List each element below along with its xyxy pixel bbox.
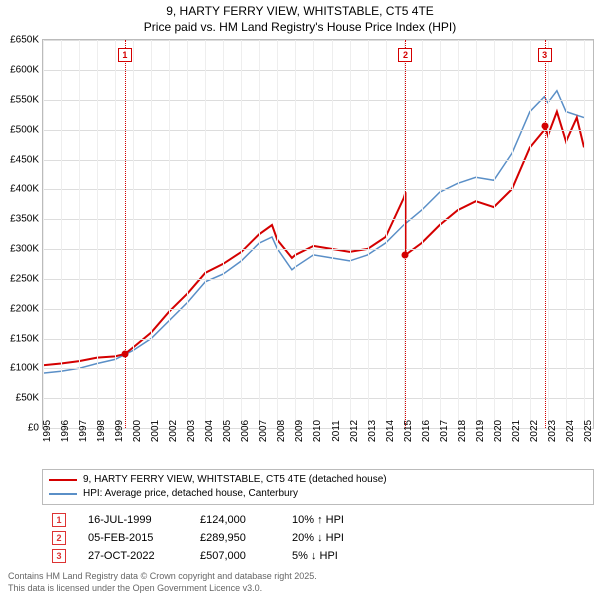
x-axis-ticks: 1995199619971998199920002001200220032004… xyxy=(42,429,594,465)
x-tick-label: 2020 xyxy=(493,420,504,442)
footnote-line-2: This data is licensed under the Open Gov… xyxy=(8,583,594,595)
chart-legend: 9, HARTY FERRY VIEW, WHITSTABLE, CT5 4TE… xyxy=(42,469,594,505)
event-price-2: £289,950 xyxy=(200,532,270,544)
x-tick-label: 2004 xyxy=(204,420,215,442)
event-hpi-2: 20% ↓ HPI xyxy=(292,532,382,544)
chart-title-block: 9, HARTY FERRY VIEW, WHITSTABLE, CT5 4TE… xyxy=(0,0,600,35)
y-tick-label: £100K xyxy=(3,363,39,374)
y-tick-label: £200K xyxy=(3,303,39,314)
event-price-1: £124,000 xyxy=(200,514,270,526)
x-tick-label: 2022 xyxy=(529,420,540,442)
y-tick-label: £0 xyxy=(3,423,39,434)
event-marker-box: 2 xyxy=(398,48,412,62)
x-tick-label: 2024 xyxy=(565,420,576,442)
x-tick-label: 1996 xyxy=(60,420,71,442)
x-tick-label: 2016 xyxy=(421,420,432,442)
x-tick-label: 2013 xyxy=(367,420,378,442)
event-marker-2: 2 xyxy=(52,531,66,545)
events-table: 1 16-JUL-1999 £124,000 10% ↑ HPI 2 05-FE… xyxy=(42,511,594,565)
x-tick-label: 2025 xyxy=(583,420,594,442)
title-line-2: Price paid vs. HM Land Registry's House … xyxy=(0,20,600,36)
event-marker-box: 3 xyxy=(538,48,552,62)
event-dot xyxy=(541,122,548,129)
x-tick-label: 2007 xyxy=(258,420,269,442)
event-date-3: 27-OCT-2022 xyxy=(88,550,178,562)
x-tick-label: 2006 xyxy=(240,420,251,442)
y-tick-label: £350K xyxy=(3,214,39,225)
x-tick-label: 2018 xyxy=(457,420,468,442)
x-tick-label: 2014 xyxy=(385,420,396,442)
x-tick-label: 2015 xyxy=(403,420,414,442)
y-tick-label: £550K xyxy=(3,94,39,105)
legend-swatch-property xyxy=(49,479,77,481)
event-marker-box: 1 xyxy=(118,48,132,62)
y-tick-label: £50K xyxy=(3,393,39,404)
title-line-1: 9, HARTY FERRY VIEW, WHITSTABLE, CT5 4TE xyxy=(0,4,600,20)
x-tick-label: 2011 xyxy=(331,420,342,442)
y-tick-label: £250K xyxy=(3,273,39,284)
price-chart: £0£50K£100K£150K£200K£250K£300K£350K£400… xyxy=(42,39,594,429)
event-date-2: 05-FEB-2015 xyxy=(88,532,178,544)
x-tick-label: 1997 xyxy=(78,420,89,442)
event-hpi-3: 5% ↓ HPI xyxy=(292,550,382,562)
x-tick-label: 2023 xyxy=(547,420,558,442)
legend-swatch-hpi xyxy=(49,493,77,495)
event-dot xyxy=(402,252,409,259)
x-tick-label: 2019 xyxy=(475,420,486,442)
x-tick-label: 2003 xyxy=(186,420,197,442)
y-tick-label: £300K xyxy=(3,244,39,255)
y-tick-label: £650K xyxy=(3,35,39,46)
event-row-3: 3 27-OCT-2022 £507,000 5% ↓ HPI xyxy=(42,547,594,565)
x-tick-label: 2000 xyxy=(132,420,143,442)
y-tick-label: £500K xyxy=(3,124,39,135)
event-row-1: 1 16-JUL-1999 £124,000 10% ↑ HPI xyxy=(42,511,594,529)
event-dot xyxy=(121,351,128,358)
x-tick-label: 2021 xyxy=(511,420,522,442)
event-hpi-1: 10% ↑ HPI xyxy=(292,514,382,526)
event-marker-3: 3 xyxy=(52,549,66,563)
y-tick-label: £400K xyxy=(3,184,39,195)
legend-item-hpi: HPI: Average price, detached house, Cant… xyxy=(49,487,587,501)
x-tick-label: 2012 xyxy=(349,420,360,442)
y-tick-label: £150K xyxy=(3,333,39,344)
event-marker-1: 1 xyxy=(52,513,66,527)
x-tick-label: 1999 xyxy=(114,420,125,442)
x-tick-label: 2010 xyxy=(312,420,323,442)
x-tick-label: 1995 xyxy=(42,420,53,442)
x-tick-label: 2008 xyxy=(276,420,287,442)
y-tick-label: £600K xyxy=(3,65,39,76)
footnote: Contains HM Land Registry data © Crown c… xyxy=(8,571,594,594)
x-tick-label: 2002 xyxy=(168,420,179,442)
x-tick-label: 2017 xyxy=(439,420,450,442)
x-tick-label: 2005 xyxy=(222,420,233,442)
legend-label-property: 9, HARTY FERRY VIEW, WHITSTABLE, CT5 4TE… xyxy=(83,473,387,487)
event-row-2: 2 05-FEB-2015 £289,950 20% ↓ HPI xyxy=(42,529,594,547)
legend-item-property: 9, HARTY FERRY VIEW, WHITSTABLE, CT5 4TE… xyxy=(49,473,587,487)
x-tick-label: 1998 xyxy=(96,420,107,442)
legend-label-hpi: HPI: Average price, detached house, Cant… xyxy=(83,487,298,501)
x-tick-label: 2009 xyxy=(294,420,305,442)
event-date-1: 16-JUL-1999 xyxy=(88,514,178,526)
event-price-3: £507,000 xyxy=(200,550,270,562)
y-tick-label: £450K xyxy=(3,154,39,165)
footnote-line-1: Contains HM Land Registry data © Crown c… xyxy=(8,571,594,583)
x-tick-label: 2001 xyxy=(150,420,161,442)
